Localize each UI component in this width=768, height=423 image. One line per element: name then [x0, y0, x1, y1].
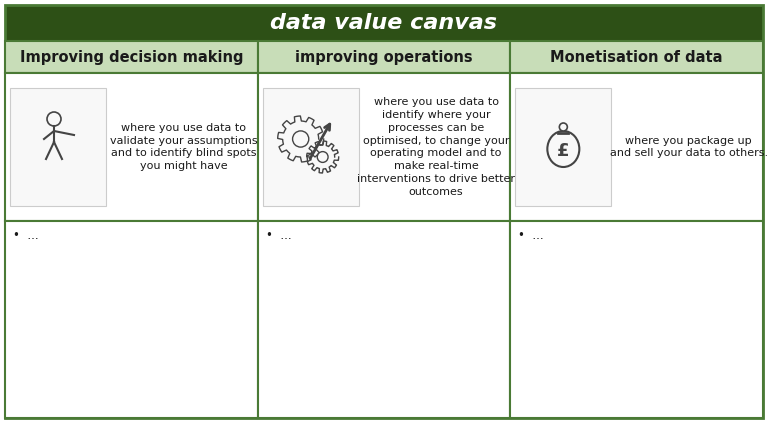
Circle shape — [317, 151, 328, 162]
Bar — [5, 221, 258, 418]
Text: where you use data to
identify where your
processes can be
optimised, to change : where you use data to identify where you… — [357, 97, 515, 197]
Bar — [10, 88, 106, 206]
Ellipse shape — [548, 131, 579, 167]
Bar — [510, 73, 763, 221]
Text: •  ...: • ... — [13, 229, 38, 242]
Bar — [515, 88, 611, 206]
Bar — [263, 88, 359, 206]
Bar — [258, 73, 510, 221]
Text: Monetisation of data: Monetisation of data — [551, 49, 723, 64]
Bar — [510, 221, 763, 418]
Text: data value canvas: data value canvas — [270, 13, 498, 33]
Bar — [5, 41, 258, 73]
Bar — [5, 73, 258, 221]
Circle shape — [293, 131, 309, 147]
Bar — [258, 41, 510, 73]
Circle shape — [47, 112, 61, 126]
Text: where you use data to
validate your assumptions
and to identify blind spots
you : where you use data to validate your assu… — [110, 123, 257, 171]
Text: £: £ — [557, 142, 570, 160]
Text: improving operations: improving operations — [295, 49, 473, 64]
Text: •  ...: • ... — [518, 229, 544, 242]
Text: Improving decision making: Improving decision making — [19, 49, 243, 64]
Bar — [258, 221, 510, 418]
Bar — [510, 41, 763, 73]
Ellipse shape — [559, 123, 568, 131]
Text: where you package up
and sell your data to others.: where you package up and sell your data … — [610, 136, 768, 158]
Text: •  ...: • ... — [266, 229, 291, 242]
